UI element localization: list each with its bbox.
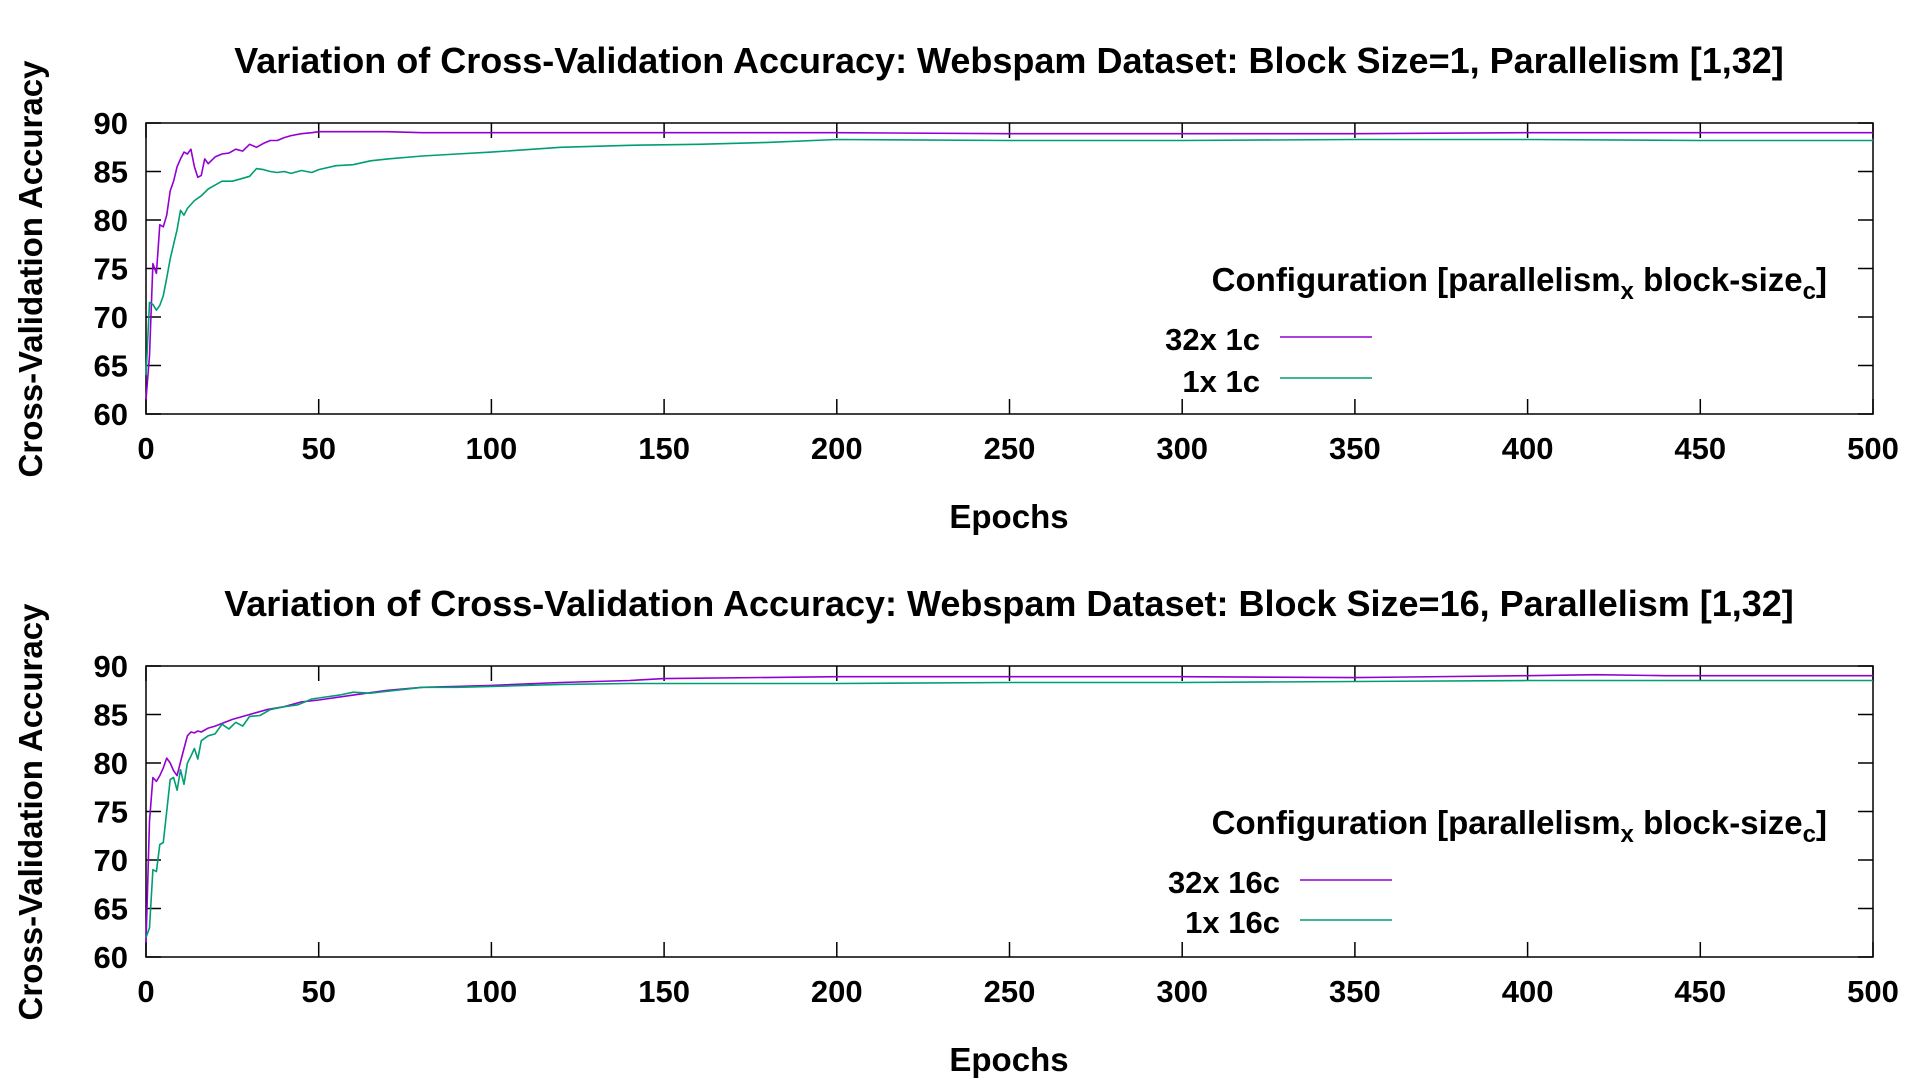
chart-title: Variation of Cross-Validation Accuracy: … bbox=[224, 583, 1794, 624]
y-tick-label: 70 bbox=[94, 843, 128, 878]
x-tick-label: 200 bbox=[811, 974, 863, 1009]
legend-label-series-1: 32x 1c bbox=[1165, 322, 1260, 357]
x-tick-label: 350 bbox=[1329, 974, 1381, 1009]
chart-panel-bottom: Variation of Cross-Validation Accuracy: … bbox=[12, 583, 1899, 1078]
x-tick-label: 100 bbox=[466, 431, 518, 466]
series-layer bbox=[145, 130, 1873, 400]
chart-panel-top: Variation of Cross-Validation Accuracy: … bbox=[12, 40, 1899, 535]
x-tick-label: 300 bbox=[1156, 431, 1208, 466]
x-tick-label: 0 bbox=[137, 974, 154, 1009]
x-tick-label: 500 bbox=[1847, 974, 1899, 1009]
y-tick-label: 75 bbox=[94, 795, 128, 830]
y-tick-label: 60 bbox=[94, 940, 128, 975]
y-axis-label: Cross-Validation Accuracy bbox=[12, 60, 49, 478]
chart-title: Variation of Cross-Validation Accuracy: … bbox=[234, 40, 1784, 81]
series-line-1 bbox=[145, 673, 1873, 943]
y-tick-label: 85 bbox=[94, 698, 128, 733]
x-tick-label: 400 bbox=[1502, 431, 1554, 466]
x-tick-label: 450 bbox=[1674, 974, 1726, 1009]
x-tick-label: 250 bbox=[984, 974, 1036, 1009]
y-tick-label: 70 bbox=[94, 300, 128, 335]
x-tick-label: 150 bbox=[638, 431, 690, 466]
x-axis-label: Epochs bbox=[949, 498, 1068, 535]
series-layer bbox=[145, 673, 1873, 943]
y-axis-label: Cross-Validation Accuracy bbox=[12, 603, 49, 1021]
x-tick-label: 400 bbox=[1502, 974, 1554, 1009]
y-tick-label: 80 bbox=[94, 203, 128, 238]
y-tick-label: 60 bbox=[94, 397, 128, 432]
legend: Configuration [parallelismx block-sizec]… bbox=[1165, 261, 1827, 399]
x-tick-label: 50 bbox=[301, 974, 335, 1009]
x-tick-label: 150 bbox=[638, 974, 690, 1009]
y-tick-label: 75 bbox=[94, 252, 128, 287]
x-tick-label: 350 bbox=[1329, 431, 1381, 466]
y-tick-label: 90 bbox=[94, 649, 128, 684]
axis-ticks: 0 50 100 150 200 250 300 350 400 450 500 60 65 70 75 80… bbox=[94, 649, 1899, 1009]
y-tick-label: 85 bbox=[94, 155, 128, 190]
x-tick-label: 200 bbox=[811, 431, 863, 466]
axis-ticks: 0 50 100 150 200 250 300 350 400 450 500 60 65 70 75 80… bbox=[94, 106, 1899, 466]
legend-title: Configuration [parallelismx block-sizec] bbox=[1212, 261, 1827, 305]
y-tick-label: 65 bbox=[94, 892, 128, 927]
series-line-2 bbox=[145, 138, 1873, 376]
legend-label-series-2: 1x 1c bbox=[1182, 364, 1260, 399]
y-tick-label: 90 bbox=[94, 106, 128, 141]
y-tick-label: 65 bbox=[94, 349, 128, 384]
x-tick-label: 450 bbox=[1674, 431, 1726, 466]
x-tick-label: 500 bbox=[1847, 431, 1899, 466]
legend-title: Configuration [parallelismx block-sizec] bbox=[1212, 804, 1827, 848]
y-tick-label: 80 bbox=[94, 746, 128, 781]
legend-label-series-1: 32x 16c bbox=[1168, 865, 1280, 900]
x-tick-label: 100 bbox=[466, 974, 518, 1009]
x-tick-label: 300 bbox=[1156, 974, 1208, 1009]
series-line-1 bbox=[145, 130, 1873, 400]
series-line-2 bbox=[145, 679, 1873, 938]
legend: Configuration [parallelismx block-sizec]… bbox=[1168, 804, 1827, 940]
x-tick-label: 0 bbox=[137, 431, 154, 466]
legend-label-series-2: 1x 16c bbox=[1185, 905, 1280, 940]
x-tick-label: 50 bbox=[301, 431, 335, 466]
x-tick-label: 250 bbox=[984, 431, 1036, 466]
x-axis-label: Epochs bbox=[949, 1041, 1068, 1078]
